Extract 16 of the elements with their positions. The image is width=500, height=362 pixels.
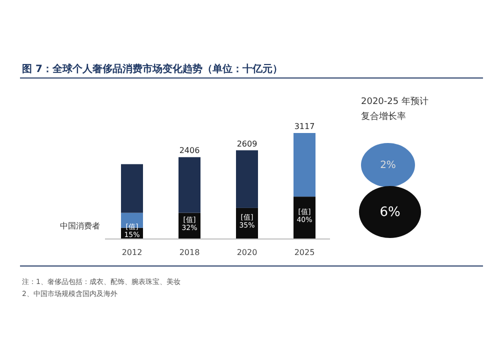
x-tick-label: 2018 — [179, 248, 200, 257]
chart-title: 图 7：全球个人奢侈品消费市场变化趋势（单位：十亿元） — [22, 63, 282, 75]
x-tick-label: 2025 — [294, 248, 315, 257]
text: 2% — [380, 160, 396, 171]
bar — [121, 164, 143, 213]
text: 3117 — [294, 122, 315, 131]
bar — [178, 157, 200, 213]
text: 复合增长率 — [361, 111, 406, 122]
x-tick-label: 2020 — [236, 248, 258, 257]
text: 2020-25 年预计 — [361, 96, 428, 107]
text: 6% — [380, 205, 400, 220]
annotation: 2406 — [179, 146, 200, 156]
x-tick-label: 2012 — [122, 248, 142, 257]
bar — [236, 150, 258, 208]
annotation: 2609 — [236, 139, 258, 148]
text: 中国消费者 — [60, 221, 100, 230]
